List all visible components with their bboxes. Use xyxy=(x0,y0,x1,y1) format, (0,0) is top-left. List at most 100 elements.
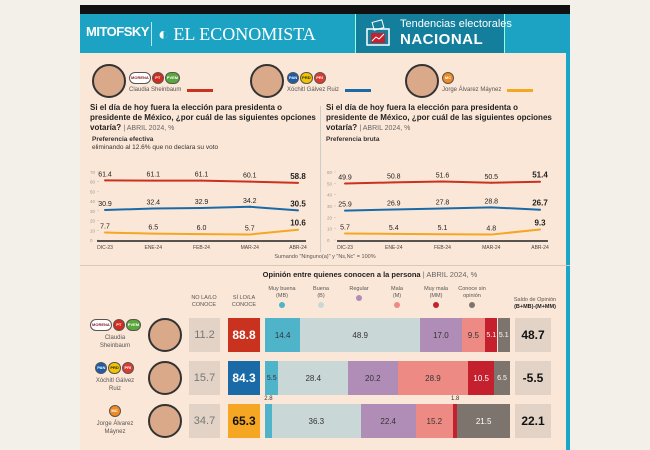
opinion-stacked-bar: 5.5 28.4 20.2 28.9 10.5 6.5 xyxy=(265,361,510,395)
col-saldo-header: Saldo de Opinión xyxy=(513,297,557,303)
candidate-name: Claudia Sheinbaum xyxy=(129,87,182,93)
candidate-photo xyxy=(92,64,126,98)
party-logo-pan: PAN xyxy=(287,71,300,84)
data-label: 61.1 xyxy=(195,172,209,179)
x-tick-label: ABR-24 xyxy=(289,245,307,251)
si-conoce-value: 65.3 xyxy=(228,404,260,438)
candidate-name: Jorge Álvarez Máynez xyxy=(442,87,502,93)
question: Si el día de hoy fuera la elección para … xyxy=(326,103,552,132)
logo-text: EL ECONOMISTA xyxy=(173,24,316,44)
data-label: 61.4 xyxy=(98,171,112,178)
candidate-legend-item: MORENA PT PVEM Claudia Sheinbaum xyxy=(92,64,214,98)
y-tick-label: 50 xyxy=(90,189,96,194)
section-subtitle: NACIONAL xyxy=(400,31,484,48)
date-note: ABRIL 2024, % xyxy=(362,125,411,132)
party-logo-pt: PT xyxy=(151,71,164,84)
legend-dot xyxy=(279,302,285,308)
x-tick-label: FEB-24 xyxy=(434,245,451,251)
bar-segment-label: 14.4 xyxy=(274,330,291,340)
y-tick-label: 30 xyxy=(90,209,96,214)
bar-segment: 28.9 xyxy=(397,361,469,395)
data-label: 34.2 xyxy=(243,198,257,205)
el-economista-logo: ◐ EL ECONOMISTA xyxy=(158,24,316,44)
data-point xyxy=(152,207,155,210)
candidate-legend-item: PAN PRD PRI Xóchitl Gálvez Ruiz xyxy=(250,64,372,98)
legend-line xyxy=(345,88,372,92)
bar-segment-label: 20.2 xyxy=(365,373,381,383)
data-label: 26.9 xyxy=(387,201,401,208)
data-label: 5.7 xyxy=(340,225,350,232)
bar-segment: 22.4 xyxy=(360,404,416,438)
data-point xyxy=(104,231,106,234)
date-note: ABRIL 2024, % xyxy=(126,125,175,132)
section-divider xyxy=(80,265,570,266)
data-point xyxy=(297,228,299,231)
bar-segment: 48.9 xyxy=(300,318,421,352)
bar-segment-label: 2.8 xyxy=(264,396,273,402)
bar-segment-label: 10.5 xyxy=(473,373,489,383)
y-tick-label: 40 xyxy=(90,199,96,204)
data-point xyxy=(104,208,106,211)
data-point xyxy=(297,181,299,184)
data-label: 5.1 xyxy=(438,225,448,232)
bar-segment: 15.2 xyxy=(415,404,453,438)
party-logo-mc: MC xyxy=(108,404,121,417)
bar-segment: 20.2 xyxy=(348,361,398,395)
x-tick-label: FEB-24 xyxy=(193,245,210,251)
opinion-legend-item: Muy mala (MM) xyxy=(418,286,454,308)
opinion-stacked-bar: 2.8 36.3 22.4 15.2 1.8 21.5 xyxy=(264,396,510,438)
y-tick-label: 30 xyxy=(327,204,333,209)
data-label: 6.5 xyxy=(148,225,158,232)
legend-abbr: (B) xyxy=(317,293,325,299)
data-label: 6.0 xyxy=(197,225,207,232)
section-title: Tendencias electorales xyxy=(400,18,512,30)
data-point xyxy=(392,208,395,211)
data-point xyxy=(441,180,444,183)
data-label: 30.5 xyxy=(290,199,306,208)
candidate-info: MORENA PT PVEM Claudia Sheinbaum xyxy=(90,316,142,350)
data-point xyxy=(344,209,346,212)
bar-segment-label: 15.2 xyxy=(426,416,443,426)
data-label: 25.9 xyxy=(338,202,352,209)
bar-segment-label: 36.3 xyxy=(308,416,325,426)
y-tick-label: 60 xyxy=(327,170,333,175)
data-label: 9.3 xyxy=(534,218,546,227)
y-tick-label: 10 xyxy=(90,228,96,233)
bar-segment: 36.3 xyxy=(271,404,361,438)
no-conoce-value: 34.7 xyxy=(189,404,220,438)
opinion-title: Opinión entre quienes conocen a la perso… xyxy=(262,270,478,279)
opinion-row: PAN PRD PRI Xóchitl Gálvez Ruiz 15.7 84.3 5… xyxy=(0,361,650,395)
data-label: 30.9 xyxy=(98,201,112,208)
opinion-date: ABRIL 2024, % xyxy=(426,270,478,279)
bar-segment-label: 21.5 xyxy=(475,416,492,426)
subtitle-right: Preferencia bruta xyxy=(326,136,380,143)
y-tick-label: 0 xyxy=(327,238,330,243)
x-tick-label: MAR-24 xyxy=(241,245,260,251)
legend-label: Mala xyxy=(391,286,403,292)
x-tick-label: ENE-24 xyxy=(144,245,162,251)
candidate-info: PAN PRD PRI Xóchitl Gálvez Ruiz xyxy=(90,359,140,393)
no-conoce-value: 11.2 xyxy=(189,318,220,352)
col-si-header: SÍ LO/LA CONOCE xyxy=(231,295,257,308)
data-point xyxy=(152,232,155,235)
party-logo-pri: PRI xyxy=(121,361,134,374)
data-label: 5.4 xyxy=(389,225,399,232)
y-tick-label: 0 xyxy=(90,238,93,243)
y-tick-label: 60 xyxy=(90,180,96,185)
data-point xyxy=(200,207,203,210)
candidate-photo xyxy=(250,64,284,98)
bar-segment: 9.5 xyxy=(461,318,485,352)
no-conoce-value: 15.7 xyxy=(189,361,220,395)
bar-segment-label: 17.0 xyxy=(433,330,449,340)
legend-dot xyxy=(394,302,400,308)
opinion-legend-item: Muy buena (MB) xyxy=(264,286,300,308)
y-tick-label: 50 xyxy=(327,181,333,186)
party-logo-pan: PAN xyxy=(95,361,108,374)
data-point xyxy=(248,205,251,208)
data-point xyxy=(297,209,299,212)
data-label: 58.8 xyxy=(290,172,306,181)
top-bar xyxy=(80,5,570,14)
legend-label: Buena xyxy=(313,286,329,292)
legend-line xyxy=(507,88,534,92)
legend-label: Muy buena xyxy=(268,286,296,292)
